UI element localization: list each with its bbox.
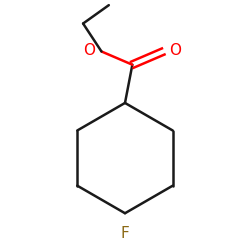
Text: O: O bbox=[84, 42, 96, 58]
Text: O: O bbox=[169, 42, 181, 58]
Text: F: F bbox=[120, 226, 130, 242]
